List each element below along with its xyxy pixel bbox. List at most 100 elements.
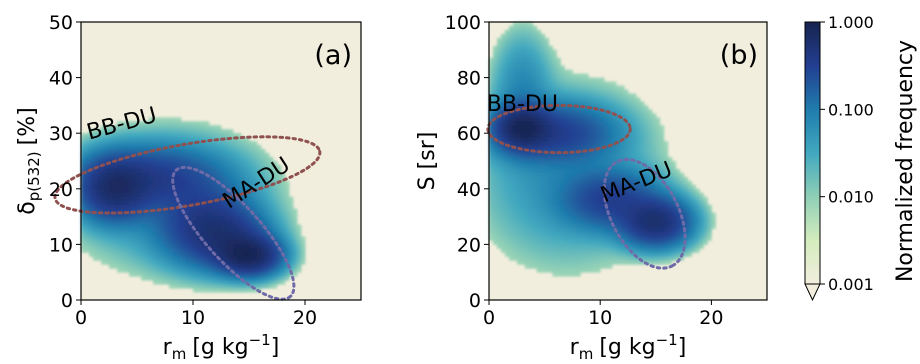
density-cell bbox=[205, 188, 210, 194]
density-cell bbox=[97, 188, 102, 194]
density-cell bbox=[639, 260, 645, 265]
density-cell bbox=[213, 141, 218, 146]
density-cell bbox=[671, 252, 677, 257]
density-cell bbox=[528, 113, 534, 118]
density-cell bbox=[129, 164, 134, 170]
density-cell bbox=[81, 240, 86, 245]
density-cell bbox=[105, 184, 110, 190]
density-cell bbox=[540, 236, 545, 241]
density-cell bbox=[516, 113, 522, 118]
density-cell bbox=[552, 220, 557, 225]
density-cell bbox=[512, 157, 518, 162]
density-cell bbox=[245, 188, 250, 194]
density-cell bbox=[173, 240, 178, 245]
density-cell bbox=[173, 212, 178, 217]
density-cell bbox=[89, 204, 94, 210]
density-cell bbox=[655, 172, 661, 178]
density-cell bbox=[161, 157, 166, 162]
density-cell bbox=[691, 196, 696, 202]
density-cell bbox=[229, 141, 234, 146]
density-cell bbox=[520, 248, 526, 253]
density-cell bbox=[604, 81, 609, 86]
density-cell bbox=[237, 280, 242, 285]
density-cell bbox=[105, 180, 110, 186]
density-cell bbox=[647, 145, 653, 150]
density-cell bbox=[165, 168, 170, 174]
density-cell bbox=[201, 133, 206, 138]
density-cell bbox=[253, 172, 258, 178]
density-cell bbox=[249, 149, 254, 154]
density-cell bbox=[157, 149, 162, 154]
density-cell bbox=[133, 240, 138, 245]
density-cell bbox=[177, 200, 182, 206]
density-cell bbox=[604, 264, 609, 269]
density-cell bbox=[81, 164, 86, 170]
density-cell bbox=[229, 220, 234, 225]
density-cell bbox=[520, 161, 526, 166]
density-cell bbox=[620, 113, 625, 118]
density-cell bbox=[635, 180, 641, 186]
y-tick-label: 50 bbox=[49, 12, 73, 34]
density-cell bbox=[113, 204, 118, 210]
density-cell bbox=[528, 101, 534, 106]
density-cell bbox=[285, 180, 290, 186]
density-cell bbox=[536, 117, 542, 122]
density-cell bbox=[253, 236, 258, 241]
density-cell bbox=[504, 69, 510, 75]
density-cell bbox=[564, 236, 569, 241]
density-cell bbox=[580, 129, 585, 134]
density-cell bbox=[671, 192, 677, 198]
density-cell bbox=[671, 248, 677, 253]
density-cell bbox=[492, 180, 498, 186]
density-cell bbox=[237, 180, 242, 186]
density-cell bbox=[516, 69, 522, 75]
density-cell bbox=[639, 240, 645, 245]
density-cell bbox=[189, 264, 194, 269]
density-cell bbox=[496, 133, 502, 138]
density-cell bbox=[241, 232, 246, 237]
density-cell bbox=[177, 208, 182, 214]
density-cell bbox=[181, 125, 186, 130]
density-cell bbox=[492, 188, 498, 194]
density-cell bbox=[225, 220, 230, 225]
density-cell bbox=[592, 93, 597, 98]
density-cell bbox=[647, 240, 653, 245]
density-cell bbox=[580, 133, 585, 138]
density-cell bbox=[125, 125, 130, 130]
density-cell bbox=[145, 200, 150, 206]
density-cell bbox=[161, 260, 166, 265]
density-cell bbox=[536, 121, 542, 126]
density-cell bbox=[592, 236, 597, 241]
density-cell bbox=[225, 208, 230, 214]
density-cell bbox=[281, 188, 286, 194]
density-cell bbox=[225, 168, 230, 174]
density-cell bbox=[524, 260, 530, 265]
density-cell bbox=[548, 244, 553, 249]
density-cell bbox=[173, 141, 178, 146]
density-cell bbox=[663, 260, 669, 265]
density-cell bbox=[536, 49, 542, 55]
density-cell bbox=[157, 161, 162, 166]
density-cell bbox=[504, 85, 510, 90]
density-cell bbox=[548, 69, 553, 75]
density-cell bbox=[608, 105, 613, 110]
density-cell bbox=[552, 260, 557, 265]
density-cell bbox=[500, 89, 506, 94]
density-cell bbox=[93, 232, 98, 237]
density-cell bbox=[97, 212, 102, 217]
density-cell bbox=[655, 200, 661, 206]
density-cell bbox=[643, 256, 649, 261]
density-cell bbox=[249, 176, 254, 182]
density-cell bbox=[568, 248, 573, 253]
density-cell bbox=[149, 133, 154, 138]
density-cell bbox=[217, 172, 222, 178]
density-cell bbox=[265, 196, 270, 202]
density-cell bbox=[193, 121, 198, 126]
density-cell bbox=[197, 161, 202, 166]
density-cell bbox=[81, 216, 86, 221]
density-cell bbox=[249, 272, 254, 277]
density-cell bbox=[588, 93, 593, 98]
density-cell bbox=[492, 49, 498, 55]
density-cell bbox=[504, 204, 510, 210]
density-cell bbox=[651, 145, 657, 150]
